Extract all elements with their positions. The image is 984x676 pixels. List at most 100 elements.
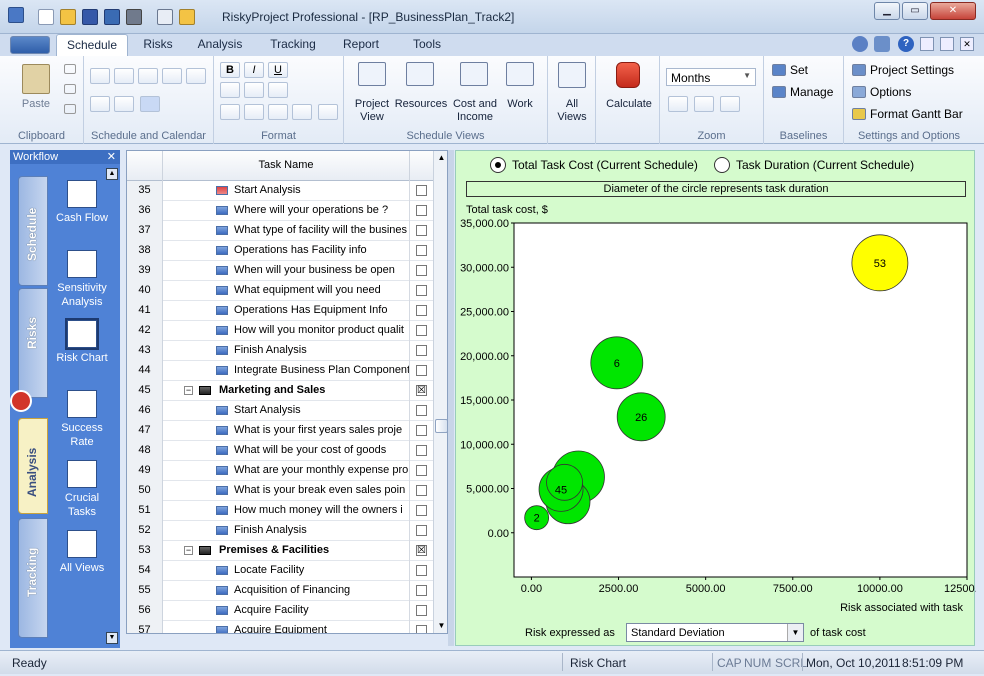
table-row[interactable]: 52 Finish Analysis xyxy=(127,521,433,541)
workflow-item-crucial-tasks[interactable]: Crucial Tasks xyxy=(50,460,114,519)
table-row[interactable]: 49 What are your monthly expense pro xyxy=(127,461,433,481)
help-icon[interactable]: ? xyxy=(898,36,914,52)
maximize-button[interactable]: ▭ xyxy=(902,2,928,20)
calculate-button[interactable]: Calculate xyxy=(606,98,652,110)
table-row[interactable]: 46 Start Analysis xyxy=(127,401,433,421)
radio-total-cost[interactable] xyxy=(490,157,506,173)
italic-icon[interactable]: I xyxy=(244,62,264,78)
task-checkbox[interactable] xyxy=(416,465,427,476)
tab-schedule[interactable]: Schedule xyxy=(56,34,128,57)
tab-analysis[interactable]: Analysis xyxy=(197,37,243,51)
workflow-tab-risks[interactable]: Risks xyxy=(18,288,48,398)
table-row[interactable]: 37 What type of facility will the busines xyxy=(127,221,433,241)
table-row[interactable]: 40 What equipment will you need xyxy=(127,281,433,301)
workflow-item-cash-flow[interactable]: Cash Flow xyxy=(50,180,114,225)
task-checkbox[interactable] xyxy=(416,205,427,216)
style-icon[interactable] xyxy=(852,36,868,52)
table-row[interactable]: 43 Finish Analysis xyxy=(127,341,433,361)
table-row[interactable]: 39 When will your business be open xyxy=(127,261,433,281)
align-left-icon[interactable] xyxy=(220,82,240,98)
options-button[interactable]: Options xyxy=(870,85,912,99)
task-checkbox[interactable] xyxy=(416,285,427,296)
task-name-header[interactable]: Task Name xyxy=(258,159,314,171)
task-checkbox[interactable] xyxy=(416,305,427,316)
task-checkbox[interactable] xyxy=(416,485,427,496)
scroll-up-icon[interactable]: ▲ xyxy=(106,168,118,180)
scroll-thumb[interactable] xyxy=(435,419,447,433)
align-right-icon[interactable] xyxy=(268,82,288,98)
table-row[interactable]: 41 Operations Has Equipment Info xyxy=(127,301,433,321)
cut-icon[interactable] xyxy=(64,64,76,74)
task-checkbox[interactable]: ☒ xyxy=(416,385,427,396)
task-checkbox[interactable] xyxy=(416,505,427,516)
task-checkbox[interactable] xyxy=(416,565,427,576)
workflow-tab-tracking[interactable]: Tracking xyxy=(18,518,48,638)
task-checkbox[interactable] xyxy=(416,525,427,536)
workflow-item-sensitivity[interactable]: Sensitivity Analysis xyxy=(50,250,114,309)
table-row[interactable]: 36 Where will your operations be ? xyxy=(127,201,433,221)
resources-button[interactable]: Resources xyxy=(394,98,448,110)
workflow-item-risk-chart[interactable]: Risk Chart xyxy=(50,318,114,365)
manage-baseline-button[interactable]: Manage xyxy=(790,85,834,99)
format-3-icon[interactable] xyxy=(268,104,288,120)
save-as-icon[interactable] xyxy=(104,9,120,25)
table-row[interactable]: 55 Acquisition of Financing xyxy=(127,581,433,601)
scroll-down-icon[interactable]: ▼ xyxy=(437,621,446,630)
format-5-icon[interactable] xyxy=(318,104,338,120)
format-gantt-button[interactable]: Format Gantt Bar xyxy=(870,107,963,121)
doc-restore-button[interactable] xyxy=(940,37,954,51)
tab-tracking[interactable]: Tracking xyxy=(270,37,316,51)
undo-icon[interactable] xyxy=(64,104,76,114)
arrow-right-icon[interactable] xyxy=(114,96,134,112)
table-row[interactable]: 48 What will be your cost of goods xyxy=(127,441,433,461)
project-settings-button[interactable]: Project Settings xyxy=(870,63,955,77)
outdent-icon[interactable] xyxy=(114,68,134,84)
task-checkbox[interactable] xyxy=(416,225,427,236)
zoom-out-icon[interactable] xyxy=(694,96,714,112)
folder-icon[interactable] xyxy=(179,9,195,25)
scroll-down-icon[interactable]: ▼ xyxy=(106,632,118,644)
task-checkbox[interactable] xyxy=(416,625,427,633)
minimize-button[interactable]: ▁ xyxy=(874,2,900,20)
radio-task-duration[interactable] xyxy=(714,157,730,173)
tab-tools[interactable]: Tools xyxy=(412,37,441,51)
project-view-button[interactable]: Project View xyxy=(354,98,390,123)
calculator-icon[interactable] xyxy=(10,390,32,412)
table-scrollbar[interactable]: ▲ ▼ xyxy=(433,151,447,633)
table-row[interactable]: 44 Integrate Business Plan Component xyxy=(127,361,433,381)
doc-minimize-button[interactable] xyxy=(920,37,934,51)
task-checkbox[interactable] xyxy=(416,185,427,196)
splitter[interactable] xyxy=(448,150,454,646)
table-row[interactable]: 42 How will you monitor product qualit xyxy=(127,321,433,341)
table-row[interactable]: 50 What is your break even sales poin xyxy=(127,481,433,501)
cost-income-button[interactable]: Cost and Income xyxy=(452,98,498,123)
open-icon[interactable] xyxy=(60,9,76,25)
table-row[interactable]: 53 − Premises & Facilities ☒ xyxy=(127,541,433,561)
unlink-icon[interactable] xyxy=(162,68,182,84)
table-row[interactable]: 54 Locate Facility xyxy=(127,561,433,581)
table-row[interactable]: 56 Acquire Facility xyxy=(127,601,433,621)
tab-report[interactable]: Report xyxy=(342,37,380,51)
table-row[interactable]: 57 Acquire Equipment xyxy=(127,621,433,633)
risk-measure-select[interactable]: Standard Deviation ▼ xyxy=(626,623,804,642)
copy-icon[interactable] xyxy=(64,84,76,94)
table-row[interactable]: 35 Start Analysis xyxy=(127,181,433,201)
task-checkbox[interactable] xyxy=(416,405,427,416)
work-button[interactable]: Work xyxy=(507,98,533,110)
scroll-up-icon[interactable]: ▲ xyxy=(437,153,446,162)
all-views-button[interactable]: All Views xyxy=(557,98,587,123)
zoom-in-icon[interactable] xyxy=(668,96,688,112)
zoom-select[interactable]: Months ▼ xyxy=(666,68,756,86)
task-checkbox[interactable] xyxy=(416,345,427,356)
task-checkbox[interactable] xyxy=(416,585,427,596)
close-button[interactable]: ✕ xyxy=(930,2,976,20)
underline-icon[interactable]: U xyxy=(268,62,288,78)
task-checkbox[interactable] xyxy=(416,245,427,256)
options-icon[interactable] xyxy=(874,36,890,52)
new-icon[interactable] xyxy=(38,9,54,25)
task-checkbox[interactable]: ☒ xyxy=(416,545,427,556)
format-2-icon[interactable] xyxy=(244,104,264,120)
calendar-icon[interactable] xyxy=(140,96,160,112)
workflow-tab-schedule[interactable]: Schedule xyxy=(18,176,48,286)
close-icon[interactable]: ✕ xyxy=(106,151,116,163)
